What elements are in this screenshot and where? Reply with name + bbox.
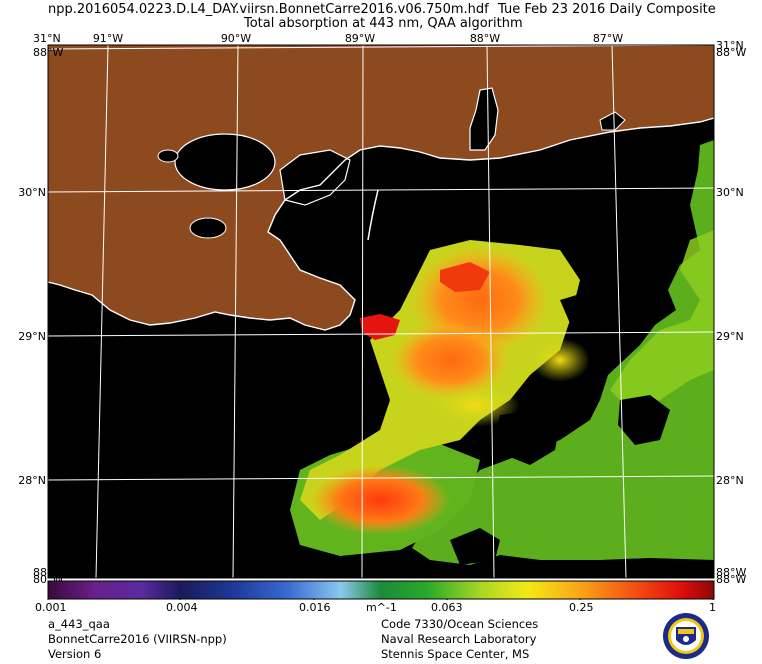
footer-version: Version 6 (48, 647, 102, 661)
file-name: npp.2016054.0223.D.L4_DAY.viirsn.BonnetC… (48, 2, 489, 17)
corner-label-top-right: 31°N (716, 39, 744, 52)
corner-label-top-left: 31°N (33, 32, 61, 45)
lake-pontchartrain (174, 133, 276, 191)
colorbar-units: m^-1 (366, 601, 397, 614)
colorbar-tick-0063: 0.063 (431, 601, 463, 614)
footer-location: Stennis Space Center, MS (381, 647, 530, 661)
chandeleur-islands (367, 189, 379, 241)
product-title: Total absorption at 443 nm, QAA algorith… (244, 16, 523, 31)
colorbar-tick-1: 1 (709, 601, 716, 614)
bright-green-water (610, 230, 714, 410)
lat-label-left-28n: 28°N (18, 474, 46, 487)
footer-lab: Naval Research Laboratory (381, 632, 537, 646)
composite-date: Tue Feb 23 2016 Daily Composite (498, 2, 716, 17)
orange-plume-center (390, 320, 510, 400)
yellow-eddy (530, 338, 590, 382)
lon-label-87w: 87°W (593, 32, 623, 45)
footer-region: BonnetCarre2016 (VIIRSN-npp) (48, 632, 227, 646)
corner-label-bottom-left: 88°W (33, 566, 63, 579)
green-shelf-water (412, 140, 714, 565)
yellow-band (430, 383, 520, 427)
lon-label-90w: 90°W (221, 32, 251, 45)
colorbar-tick-025: 0.25 (569, 601, 594, 614)
map-frame (47, 44, 715, 579)
lat-label-right-29n: 29°N (716, 330, 744, 343)
lake-salvador (189, 217, 227, 239)
red-high-absorption-2 (440, 262, 490, 292)
footer-code: Code 7330/Ocean Sciences (381, 617, 539, 631)
land-mass (48, 45, 714, 330)
corner-label-bottom-right: 88°W (716, 566, 746, 579)
delta-coast (48, 117, 714, 331)
lon-label-88w: 88°W (470, 32, 500, 45)
cloud-gap-3 (618, 395, 670, 445)
orange-plume-south (310, 465, 450, 535)
pensacola-bay (599, 111, 626, 131)
nrl-emblem-logo (663, 613, 709, 659)
cloud-gap-1 (495, 410, 560, 465)
corner-label-top-left-2: 88°W (33, 46, 63, 59)
footer-product-code: a_443_qaa (48, 617, 110, 631)
lake-maurepas (157, 149, 179, 163)
lon-label-91w: 91°W (93, 32, 123, 45)
colorbar (47, 580, 715, 600)
corner-label-top-right-2: 88°W (716, 46, 746, 59)
colorbar-tick-0001: 0.001 (35, 601, 67, 614)
corner-label-bottom-right-2: 88°W (716, 573, 746, 586)
lon-label-89w: 89°W (345, 32, 375, 45)
lat-label-right-28n: 28°N (716, 474, 744, 487)
graticule (48, 45, 714, 578)
mobile-bay (469, 87, 499, 151)
map-figure: 91°W 90°W 89°W 88°W 87°W 31°N 88°W 31°N … (18, 32, 746, 600)
colorbar-tick-0004: 0.004 (166, 601, 198, 614)
lat-label-left-30n: 30°N (18, 186, 46, 199)
cloud-gap-2 (560, 285, 640, 345)
lat-label-right-30n: 30°N (716, 186, 744, 199)
colorbar-ticks (47, 599, 714, 600)
colorbar-tick-0016: 0.016 (299, 601, 331, 614)
cloud-gap-4 (450, 528, 500, 565)
lat-label-left-29n: 29°N (18, 330, 46, 343)
